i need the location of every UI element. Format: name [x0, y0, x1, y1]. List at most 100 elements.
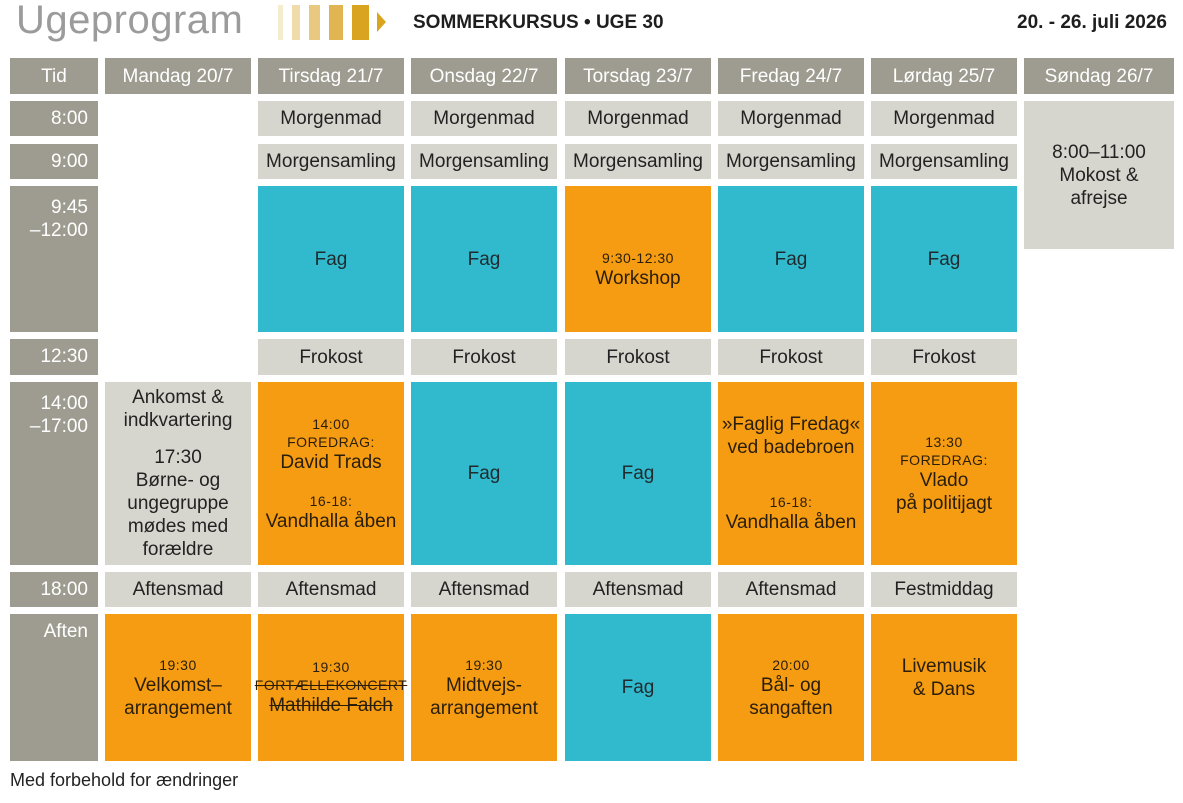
- tuesday-concert-cancelled: 19:30 FORTÆLLEKONCERT Mathilde Falch: [255, 614, 407, 761]
- thursday-dinner: Aftensmad: [565, 572, 711, 607]
- event-title: ved badebroen: [727, 437, 855, 458]
- saturday-assembly: Morgensamling: [871, 144, 1017, 179]
- col-header-sunday: Søndag 26/7: [1024, 58, 1174, 94]
- event-title: Workshop: [595, 267, 681, 289]
- event-time: 14:00: [312, 415, 350, 432]
- event-title: Midtvejs-: [445, 674, 522, 696]
- saturday-live-music: Livemusik & Dans: [871, 614, 1017, 761]
- saturday-feast: Festmiddag: [871, 572, 1017, 607]
- event-line: mødes med: [127, 516, 229, 537]
- bar-2: [292, 5, 300, 40]
- event-time: 19:30: [159, 656, 197, 673]
- saturday-breakfast: Morgenmad: [871, 101, 1017, 136]
- page-title: Ugeprogram: [16, 0, 244, 42]
- saturday-lunch: Frokost: [871, 339, 1017, 375]
- sunday-brunch-departure: 8:00–11:00 Mokost & afrejse: [1024, 101, 1174, 249]
- event-title: arrangement: [430, 697, 538, 719]
- col-header-monday: Mandag 20/7: [105, 58, 251, 94]
- friday-breakfast: Morgenmad: [718, 101, 864, 136]
- saturday-morning-fag: Fag: [871, 186, 1017, 332]
- thursday-afternoon-fag: Fag: [565, 382, 711, 565]
- disclaimer-note: Med forbehold for ændringer: [10, 770, 239, 790]
- bar-3: [309, 5, 320, 40]
- col-header-wednesday: Onsdag 22/7: [411, 58, 557, 94]
- event-label: FOREDRAG:: [900, 451, 988, 468]
- event-line: indkvartering: [123, 410, 233, 431]
- bar-5: [352, 5, 369, 40]
- monday-welcome-event: 19:30 Velkomst– arrangement: [105, 614, 251, 761]
- col-header-tid: Tid: [10, 58, 98, 94]
- tuesday-dinner: Aftensmad: [258, 572, 404, 607]
- col-header-friday: Fredag 24/7: [718, 58, 864, 94]
- tuesday-breakfast: Morgenmad: [258, 101, 404, 136]
- event-line: Ankomst &: [132, 387, 224, 408]
- wednesday-midweek-event: 19:30 Midtvejs- arrangement: [411, 614, 557, 761]
- event-title: Mathilde Falch: [269, 695, 393, 716]
- time-label: 8:00: [51, 108, 88, 129]
- event-label: FOREDRAG:: [287, 433, 375, 450]
- thursday-workshop: 9:30-12:30 Workshop: [565, 186, 711, 332]
- time-slot-1800: 18:00: [10, 572, 98, 607]
- event-time: 20:00: [772, 656, 810, 673]
- time-label: 12:30: [40, 346, 88, 367]
- event-line: forældre: [142, 539, 214, 560]
- event-line: ungegruppe: [127, 493, 229, 514]
- time-slot-0945: 9:45 –12:00: [10, 186, 98, 332]
- friday-lunch: Frokost: [718, 339, 864, 375]
- time-slot-0800: 8:00: [10, 101, 98, 136]
- wednesday-lunch: Frokost: [411, 339, 557, 375]
- tuesday-lunch: Frokost: [258, 339, 404, 375]
- event-time: 19:30: [312, 659, 350, 675]
- event-time: 16-18:: [309, 492, 353, 509]
- thursday-evening-fag: Fag: [565, 614, 711, 761]
- event-title: Vandhalla åben: [725, 512, 857, 533]
- event-title: Vandhalla åben: [265, 510, 397, 532]
- time-label: 18:00: [40, 579, 88, 600]
- time-label: 14:00: [40, 393, 88, 414]
- date-range: 20. - 26. juli 2026: [1017, 12, 1167, 33]
- friday-assembly: Morgensamling: [718, 144, 864, 179]
- time-label-end: –17:00: [29, 416, 88, 437]
- event-title: Bål- og: [760, 674, 822, 696]
- friday-faglig-fredag: »Faglig Fredag« ved badebroen 16-18: Van…: [718, 382, 864, 565]
- saturday-lecture: 13:30 FOREDRAG: Vlado på politijagt: [871, 382, 1017, 565]
- wednesday-breakfast: Morgenmad: [411, 101, 557, 136]
- friday-morning-fag: Fag: [718, 186, 864, 332]
- wednesday-morning-fag: Fag: [411, 186, 557, 332]
- monday-arrival: Ankomst & indkvartering 17:30 Børne- og …: [105, 382, 251, 565]
- event-title: Velkomst–: [134, 674, 222, 696]
- bar-4: [329, 5, 343, 40]
- thursday-assembly: Morgensamling: [565, 144, 711, 179]
- monday-dinner: Aftensmad: [105, 572, 251, 607]
- thursday-breakfast: Morgenmad: [565, 101, 711, 136]
- course-subtitle: SOMMERKURSUS • UGE 30: [413, 12, 664, 33]
- tuesday-morning-fag: Fag: [258, 186, 404, 332]
- time-slot-1230: 12:30: [10, 339, 98, 375]
- time-label-end: –12:00: [29, 220, 88, 241]
- event-time: 13:30: [925, 433, 963, 450]
- friday-dinner: Aftensmad: [718, 572, 864, 607]
- time-label: Aften: [43, 621, 88, 642]
- col-header-thursday: Torsdag 23/7: [565, 58, 711, 94]
- event-time: 16-18:: [769, 494, 813, 510]
- event-time: 19:30: [465, 656, 503, 673]
- event-line: Børne- og: [135, 470, 221, 491]
- arrow-right-icon: [377, 12, 386, 32]
- event-title: »Faglig Fredag«: [721, 414, 861, 435]
- wednesday-assembly: Morgensamling: [411, 144, 557, 179]
- col-header-tuesday: Tirsdag 21/7: [258, 58, 404, 94]
- time-label: 9:45: [51, 197, 88, 218]
- event-title: sangaften: [749, 697, 833, 719]
- event-time: 9:30-12:30: [602, 249, 674, 266]
- gradient-bars-arrow-icon: [278, 5, 388, 40]
- time-label: 9:00: [51, 151, 88, 172]
- friday-bonfire-event: 20:00 Bål- og sangaften: [718, 614, 864, 761]
- tuesday-lecture: 14:00 FOREDRAG: David Trads 16-18: Vandh…: [258, 382, 404, 565]
- event-title: Livemusik: [901, 655, 987, 677]
- thursday-lunch: Frokost: [565, 339, 711, 375]
- event-time: 8:00–11:00: [1052, 141, 1146, 163]
- col-header-saturday: Lørdag 25/7: [871, 58, 1017, 94]
- bar-1: [278, 5, 283, 40]
- event-title: & Dans: [912, 678, 976, 700]
- event-line: afrejse: [1070, 187, 1128, 209]
